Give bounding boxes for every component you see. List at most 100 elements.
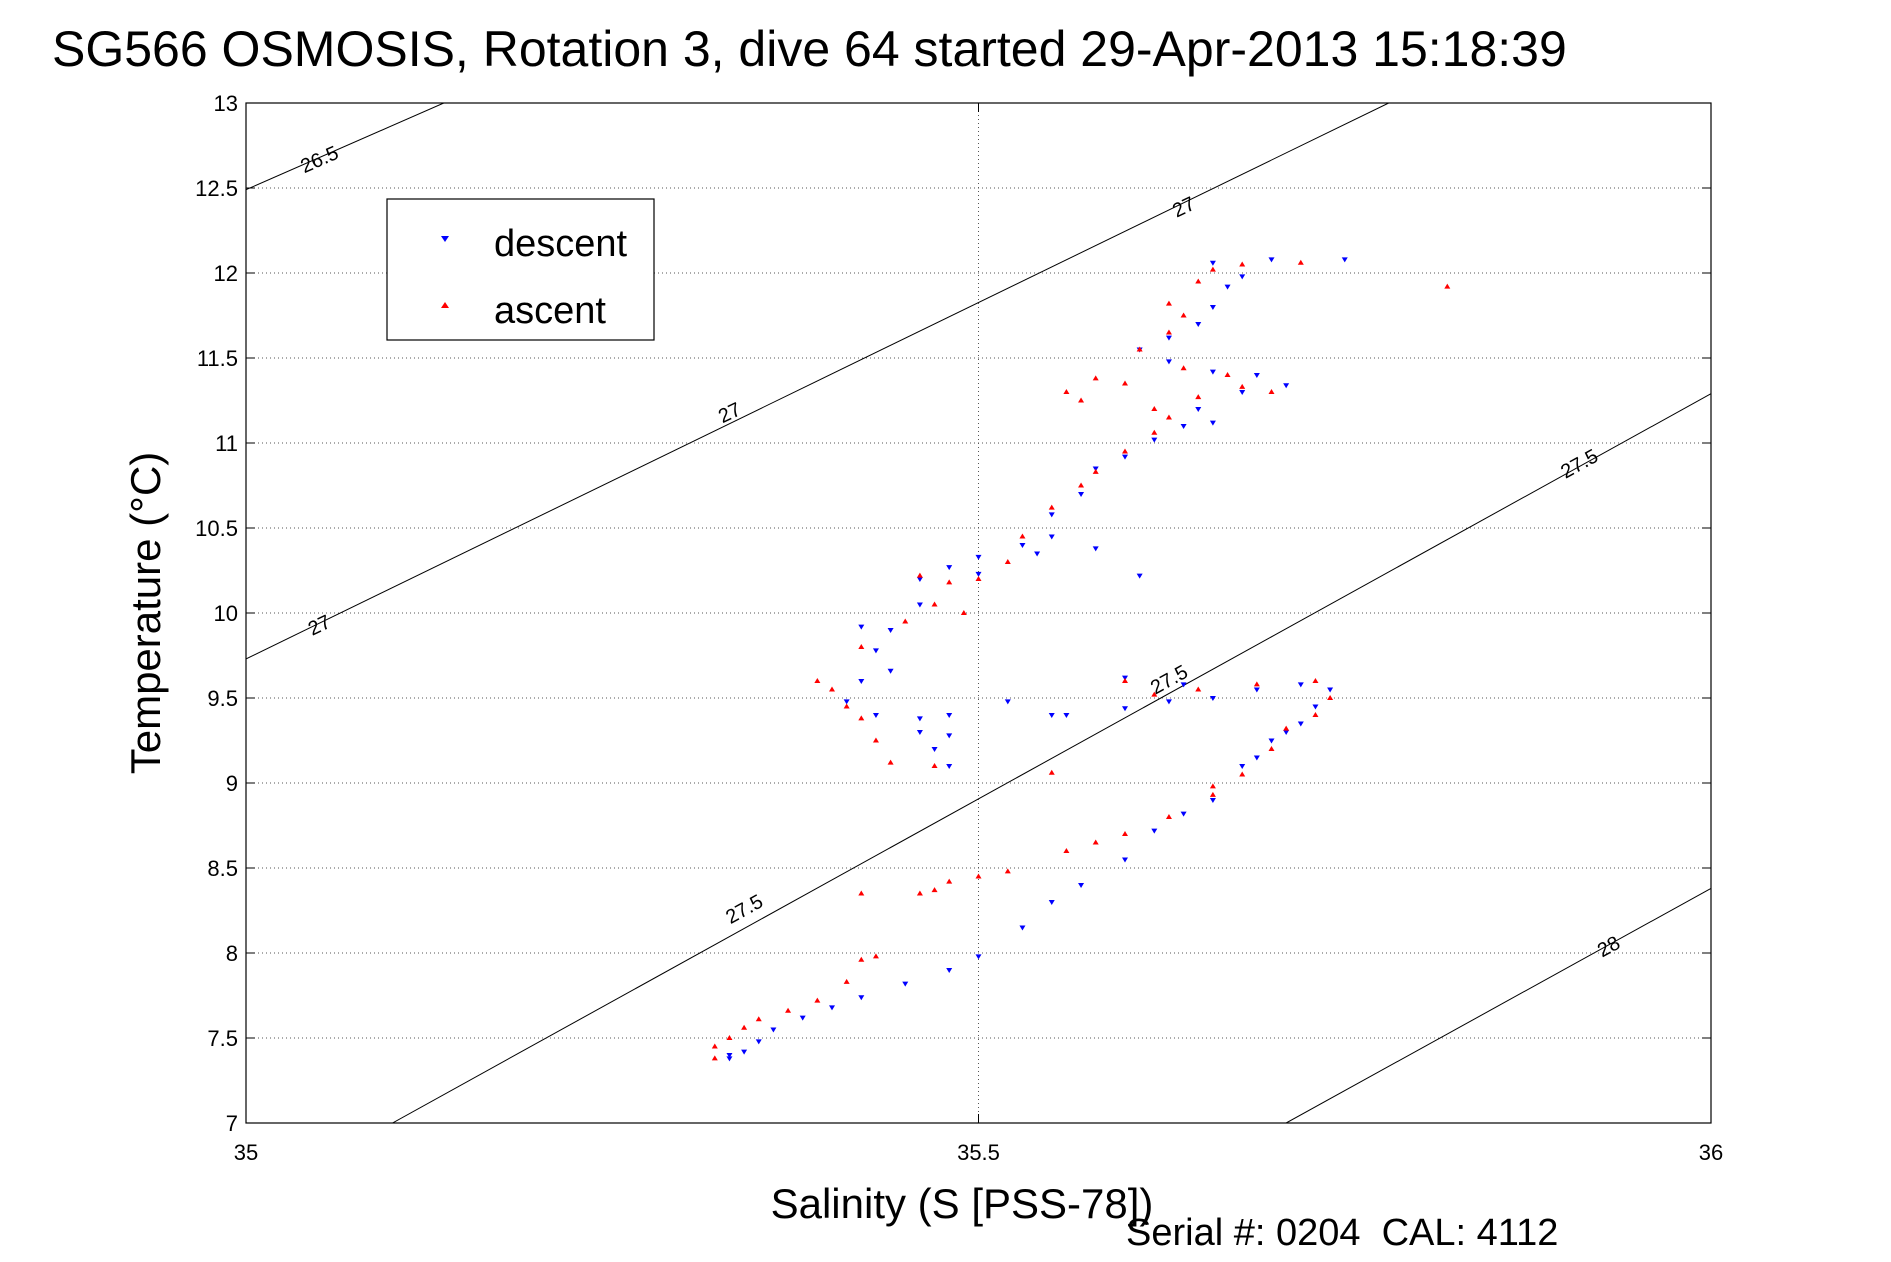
descent-point	[1224, 284, 1231, 290]
ascent-point	[858, 890, 865, 896]
descent-point	[1297, 682, 1304, 688]
x-tick-label: 35	[234, 1140, 258, 1165]
descent-point	[1327, 687, 1334, 693]
density-contour-label: 28	[1594, 932, 1624, 962]
descent-point	[1341, 257, 1348, 263]
ascent-point	[1063, 389, 1070, 394]
ascent-point	[1239, 261, 1246, 267]
density-contours	[246, 103, 1711, 1123]
descent-point	[1209, 369, 1216, 375]
descent-point	[975, 554, 982, 560]
ascent-point	[1122, 678, 1128, 683]
ascent-point	[843, 703, 850, 709]
density-contour-label: 27	[305, 611, 335, 641]
descent-point	[946, 713, 953, 718]
density-contour-label: 26.5	[297, 142, 341, 178]
ascent-point	[1327, 695, 1334, 700]
descent-point	[799, 1015, 806, 1021]
y-axis-title: Temperature (°C)	[122, 452, 169, 775]
descent-point	[1180, 424, 1187, 429]
descent-point	[872, 713, 879, 718]
descent-point	[902, 981, 909, 987]
ascent-point	[858, 715, 865, 721]
descent-point	[1151, 828, 1158, 834]
y-tick-label: 9.5	[207, 686, 238, 711]
legend-descent-label: descent	[494, 223, 628, 265]
ascent-point	[1195, 278, 1202, 284]
descent-point	[1165, 335, 1172, 341]
ascent-point	[1253, 681, 1260, 687]
ascent-point	[1209, 783, 1216, 789]
descent-point	[1283, 383, 1290, 389]
descent-point	[858, 679, 865, 684]
descent-point	[1063, 713, 1070, 718]
ascent-point	[726, 1035, 733, 1040]
ascent-point	[1019, 533, 1026, 539]
y-tick-label: 13	[214, 91, 238, 116]
ascent-point	[1048, 769, 1055, 775]
descent-point	[1268, 257, 1275, 263]
ascent-point	[1122, 380, 1128, 386]
ascent-point	[1195, 394, 1202, 400]
descent-point	[843, 699, 850, 705]
ascent-point	[1283, 725, 1290, 731]
descent-point	[946, 565, 953, 571]
descent-point	[1195, 407, 1202, 412]
ascent-point	[1165, 814, 1172, 819]
descent-point	[1209, 260, 1216, 266]
ascent-point	[931, 601, 938, 607]
descent-point	[858, 995, 865, 1001]
ascent-point	[814, 678, 821, 683]
ascent-point	[931, 763, 938, 768]
ascent-point	[1151, 406, 1158, 411]
ascent-point	[843, 978, 850, 984]
descent-point	[1019, 925, 1026, 931]
descent-point	[1268, 738, 1275, 744]
ascent-point	[975, 576, 982, 581]
descent-point	[887, 628, 894, 633]
descent-point	[916, 602, 923, 608]
ascent-point	[1312, 678, 1319, 683]
descent-point	[1239, 764, 1246, 769]
ascent-point	[1224, 372, 1231, 377]
y-tick-label: 7	[226, 1111, 238, 1136]
descent-point	[1034, 551, 1041, 557]
descent-point	[1048, 900, 1055, 905]
descent-point	[755, 1039, 762, 1045]
ascent-point	[1239, 771, 1246, 777]
ascent-point	[1165, 329, 1172, 335]
ascent-point	[711, 1055, 718, 1061]
descent-point	[1048, 534, 1055, 540]
descent-point	[1092, 546, 1099, 552]
descent-point	[726, 1053, 733, 1058]
ascent-point	[829, 686, 835, 692]
descent-point	[1195, 322, 1202, 327]
ascent-point	[1268, 389, 1275, 394]
ascent-point	[1180, 312, 1187, 318]
ascent-point	[872, 953, 879, 959]
density-contour-line	[246, 103, 444, 191]
descent-point	[975, 954, 982, 960]
descent-point	[1019, 543, 1026, 548]
ascent-point	[1122, 448, 1128, 454]
y-tick-label: 12.5	[195, 176, 238, 201]
y-tick-label: 8	[226, 941, 238, 966]
descent-point	[946, 764, 953, 769]
ascent-point	[1136, 346, 1143, 352]
ascent-point	[785, 1007, 792, 1013]
x-tick-label: 36	[1699, 1140, 1723, 1165]
ascent-point	[1048, 504, 1055, 510]
ascent-point	[1209, 266, 1216, 272]
ascent-point	[960, 610, 967, 615]
descent-point	[1253, 755, 1260, 761]
ascent-point	[1180, 365, 1187, 371]
descent-point	[975, 571, 982, 577]
ascent-point	[858, 644, 865, 649]
x-axis-title: Salinity (S [PSS-78])	[771, 1180, 1154, 1227]
descent-point	[1004, 699, 1011, 705]
descent-point	[1253, 687, 1260, 693]
ascent-point	[711, 1043, 718, 1049]
descent-point	[946, 733, 953, 739]
density-contour-line	[1285, 887, 1711, 1123]
ascent-point	[1078, 482, 1085, 488]
